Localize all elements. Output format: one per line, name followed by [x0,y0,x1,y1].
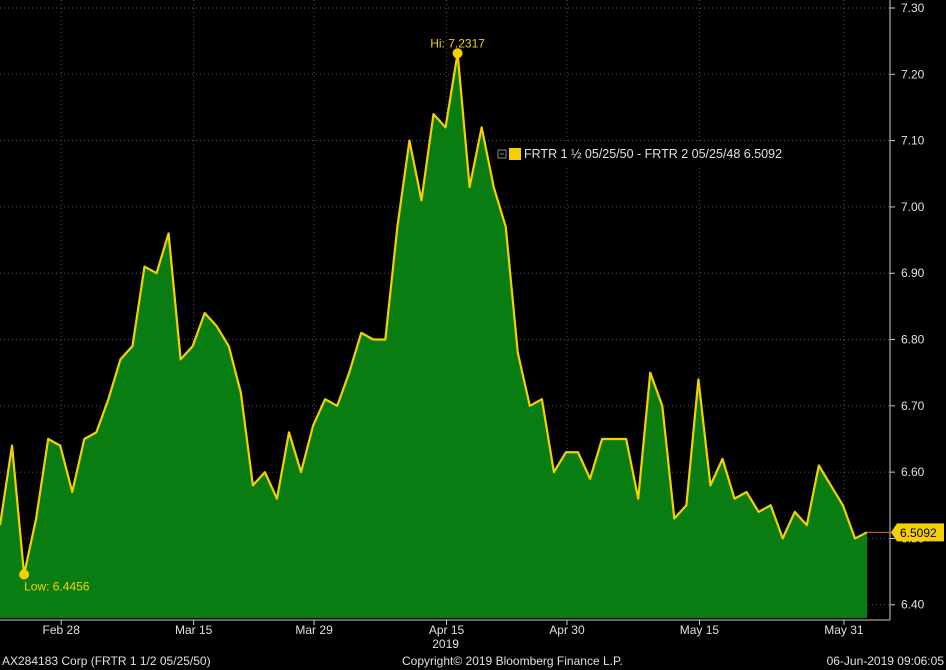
footer-copyright: Copyright© 2019 Bloomberg Finance L.P. [402,654,623,668]
x-tick-label: Mar 15 [175,623,213,637]
y-tick-label: 7.10 [901,134,925,148]
x-tick-label: May 31 [824,623,864,637]
x-tick-label: Apr 30 [549,623,585,637]
x-tick-label: May 15 [680,623,720,637]
y-tick-label: 7.00 [901,200,925,214]
x-tick-label: Feb 28 [43,623,81,637]
y-tick-label: 6.40 [901,598,925,612]
y-tick-label: 6.70 [901,399,925,413]
legend-toggle-icon [497,149,507,159]
y-tick-label: 6.60 [901,465,925,479]
legend-background [494,143,816,167]
x-tick-label: Mar 29 [295,623,333,637]
x-year-label: 2019 [432,637,459,651]
chart: 7.307.207.107.006.906.806.706.606.506.40… [0,0,944,651]
last-value-label: 6.5092 [900,526,937,540]
y-tick-label: 6.90 [901,266,925,280]
footer: AX284183 Corp (FRTR 1 1/2 05/25/50) Copy… [0,652,946,670]
y-tick-label: 6.80 [901,333,925,347]
high-marker [452,48,463,59]
legend: FRTR 1 ½ 05/25/50 - FRTR 2 05/25/48 6.50… [494,143,816,167]
footer-timestamp: 06-Jun-2019 09:06:05 [826,654,944,668]
last-value-tag [891,523,944,542]
footer-security-label: AX284183 Corp (FRTR 1 1/2 05/25/50) [2,654,211,668]
low-marker [19,569,30,580]
low-label: Low: 6.4456 [24,580,90,594]
legend-label: FRTR 1 ½ 05/25/50 - FRTR 2 05/25/48 6.50… [524,147,782,161]
y-tick-label: 7.20 [901,67,925,81]
series-line [0,52,868,576]
legend-swatch [509,148,521,160]
high-label: Hi: 7.2317 [430,36,485,50]
y-tick-label: 7.30 [901,1,925,15]
series-area [0,53,867,619]
x-tick-label: Apr 15 [429,623,465,637]
